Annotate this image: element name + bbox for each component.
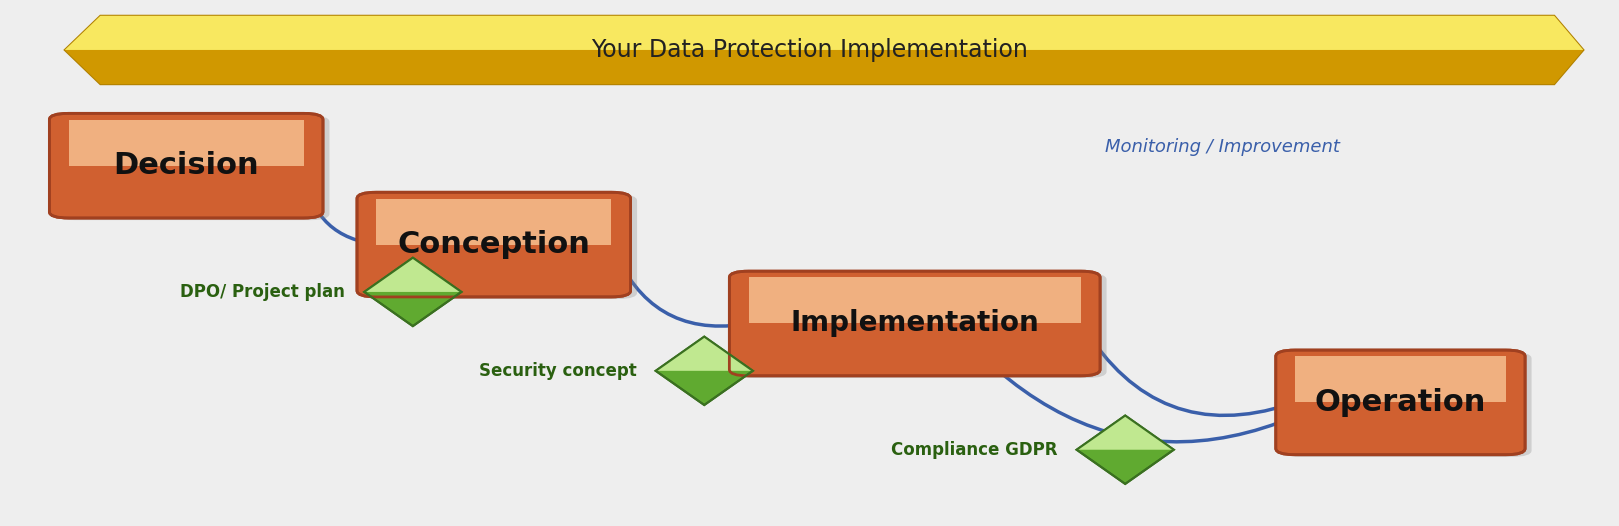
FancyBboxPatch shape xyxy=(57,116,330,220)
Polygon shape xyxy=(656,337,753,371)
FancyBboxPatch shape xyxy=(735,274,1107,378)
FancyBboxPatch shape xyxy=(376,198,610,245)
Polygon shape xyxy=(364,258,461,292)
Polygon shape xyxy=(1077,416,1174,450)
Text: DPO/ Project plan: DPO/ Project plan xyxy=(180,283,345,301)
Polygon shape xyxy=(65,16,1583,84)
FancyBboxPatch shape xyxy=(356,193,630,297)
Text: Security concept: Security concept xyxy=(479,362,636,380)
FancyBboxPatch shape xyxy=(1295,357,1506,402)
Polygon shape xyxy=(1077,416,1174,484)
FancyBboxPatch shape xyxy=(1282,352,1532,457)
FancyBboxPatch shape xyxy=(748,278,1081,323)
FancyBboxPatch shape xyxy=(50,114,322,218)
Text: Conception: Conception xyxy=(397,230,591,259)
Text: Your Data Protection Implementation: Your Data Protection Implementation xyxy=(591,38,1028,62)
FancyBboxPatch shape xyxy=(729,271,1101,376)
FancyBboxPatch shape xyxy=(70,119,304,166)
Text: Monitoring / Improvement: Monitoring / Improvement xyxy=(1104,138,1341,156)
FancyBboxPatch shape xyxy=(1276,350,1525,454)
Polygon shape xyxy=(656,337,753,405)
FancyBboxPatch shape xyxy=(363,195,636,299)
Text: Implementation: Implementation xyxy=(790,309,1039,338)
Polygon shape xyxy=(65,16,1583,50)
Polygon shape xyxy=(364,258,461,326)
Text: Operation: Operation xyxy=(1315,388,1486,417)
Text: Decision: Decision xyxy=(113,151,259,180)
Text: Compliance GDPR: Compliance GDPR xyxy=(890,441,1057,459)
Polygon shape xyxy=(65,50,1583,84)
